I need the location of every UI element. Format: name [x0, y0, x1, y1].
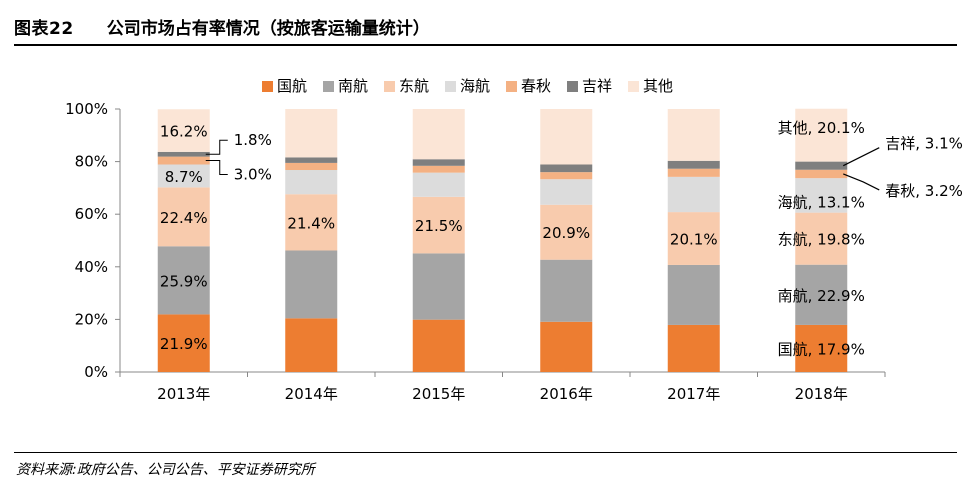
bar-segment — [285, 109, 338, 158]
x-tick-label: 2014年 — [285, 385, 338, 403]
figure-title: 公司市场占有率情况（按旅客运输量统计） — [106, 19, 430, 39]
data-label: 25.9% — [160, 272, 208, 290]
bar-segment — [667, 212, 720, 265]
y-tick-label: 80% — [75, 153, 108, 171]
figure-number: 图表22 — [14, 19, 74, 39]
data-label: 其他, 20.1% — [778, 119, 865, 137]
bar-segment — [667, 324, 720, 372]
bar-segment — [540, 109, 593, 165]
bar-segment — [157, 246, 210, 315]
bar-segment — [540, 321, 593, 372]
legend-swatch — [445, 81, 456, 92]
bar-segment — [412, 319, 465, 372]
bar-segment — [667, 109, 720, 161]
bar-segment — [285, 250, 338, 319]
data-label: 16.2% — [160, 123, 208, 141]
bar-segment — [412, 253, 465, 320]
x-tick-label: 2016年 — [540, 385, 593, 403]
legend-label: 东航 — [399, 77, 429, 95]
legend-label: 南航 — [338, 77, 368, 95]
x-tick-label: 2013年 — [157, 385, 210, 403]
bar-segment — [540, 204, 593, 260]
bar-segment — [412, 109, 465, 160]
legend-swatch — [323, 81, 334, 92]
bar-segment — [412, 172, 465, 197]
legend-label: 国航 — [277, 77, 307, 95]
data-label: 吉祥, 3.1% — [885, 135, 963, 153]
bar-segment — [157, 151, 210, 157]
bar-segment — [795, 178, 848, 213]
bar-segment — [795, 264, 848, 325]
legend-swatch — [506, 81, 517, 92]
legend-label: 其他 — [643, 77, 673, 95]
data-label: 东航, 19.8% — [778, 231, 865, 249]
data-label: 1.8% — [234, 131, 272, 149]
legend-swatch — [567, 81, 578, 92]
data-label: 8.7% — [165, 168, 203, 186]
y-tick-label: 20% — [75, 310, 108, 328]
data-label: 国航, 17.9% — [778, 340, 865, 358]
data-label: 22.4% — [160, 209, 208, 227]
bar-segment — [795, 212, 848, 265]
data-label: 21.4% — [287, 214, 335, 232]
y-tick-label: 40% — [75, 258, 108, 276]
bottom-rule — [14, 452, 957, 453]
data-label: 南航, 22.9% — [778, 287, 865, 305]
stacked-bar-chart: 0% 20% 40% 60% 80% 100% 2013年 2014年 2015年 2016年 20… — [65, 77, 963, 403]
data-label: 3.0% — [234, 166, 272, 184]
bar-segment — [667, 168, 720, 177]
figure-title-row: 图表22 公司市场占有率情况（按旅客运输量统计） — [14, 14, 430, 40]
data-label: 20.1% — [670, 231, 718, 249]
x-tick-label: 2018年 — [795, 385, 848, 403]
leader-line — [205, 139, 228, 155]
data-label: 春秋, 3.2% — [885, 182, 963, 200]
bar-segment — [285, 162, 338, 171]
y-tick-label: 0% — [84, 363, 108, 381]
bar-segment — [412, 159, 465, 166]
bar-segment — [157, 156, 210, 165]
bar-segment — [667, 160, 720, 169]
bar-segment — [540, 179, 593, 205]
bar-segment — [795, 161, 848, 170]
x-tick-label: 2017年 — [667, 385, 720, 403]
leader-line — [205, 160, 228, 176]
legend-label: 春秋 — [521, 77, 551, 95]
bar-segment — [412, 196, 465, 254]
bar-segment — [285, 157, 338, 163]
legend-label: 吉祥 — [582, 77, 612, 95]
bar-segment — [157, 164, 210, 188]
bar-segment — [540, 172, 593, 180]
y-tick-label: 100% — [65, 100, 108, 118]
data-label: 21.5% — [415, 217, 463, 235]
bar-segment — [795, 169, 848, 179]
bar-segment — [667, 176, 720, 213]
bar-segment — [285, 170, 338, 195]
source-note: 资料来源:政府公告、公司公告、平安证券研究所 — [16, 462, 315, 478]
bar-segment — [285, 194, 338, 251]
data-label: 21.9% — [160, 335, 208, 353]
data-label: 海航, 13.1% — [778, 193, 865, 211]
top-rule — [14, 44, 957, 46]
bar-segment — [157, 109, 210, 152]
bar-segment — [667, 264, 720, 325]
x-tick-label: 2015年 — [412, 385, 465, 403]
bar-segment — [795, 108, 848, 162]
legend-swatch — [628, 81, 639, 92]
bar-segment — [285, 318, 338, 372]
legend-swatch — [262, 81, 273, 92]
bar-segment — [157, 187, 210, 247]
legend-label: 海航 — [460, 77, 490, 95]
leader-line — [842, 147, 880, 167]
bar-segment — [412, 165, 465, 173]
leader-line — [843, 173, 880, 191]
legend-swatch — [384, 81, 395, 92]
y-tick-label: 60% — [75, 205, 108, 223]
bar-segment — [795, 324, 848, 372]
bar-segment — [540, 164, 593, 173]
bar-segment — [157, 314, 210, 372]
bar-segment — [540, 259, 593, 322]
data-label: 20.9% — [542, 224, 590, 242]
